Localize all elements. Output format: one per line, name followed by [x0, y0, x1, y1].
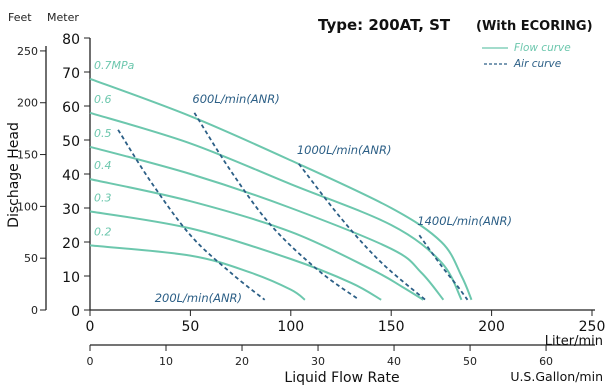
x-liter-tick-label: 250 — [579, 319, 606, 335]
x-gallon-tick-label: 60 — [539, 355, 553, 368]
x-liter-tick-label: 0 — [86, 319, 95, 335]
x-unit-liter: Liter/min — [545, 334, 603, 349]
y-feet-tick-label: 50 — [24, 252, 38, 265]
flow-curve-line — [89, 145, 445, 301]
y-feet-tick-label: 250 — [17, 45, 38, 58]
flow-curve-label: 0.7MPa — [94, 59, 135, 72]
y-axis-label: Dischage Head — [6, 122, 22, 228]
legend-air-label: Air curve — [513, 58, 561, 70]
air-curve-label: 200L/min(ANR) — [155, 291, 242, 305]
flow-curve-label: 0.5 — [94, 127, 112, 140]
x-gallon-tick-label: 30 — [311, 355, 325, 368]
flow-curve-line — [89, 77, 473, 301]
y-feet-tick-label: 200 — [17, 97, 38, 110]
y-meter-tick-label: 0 — [71, 304, 80, 320]
x-gallon-tick-label: 10 — [159, 355, 173, 368]
x-liter-tick-label: 100 — [277, 319, 304, 335]
x-gallon-tick-label: 50 — [463, 355, 477, 368]
y-feet-tick-label: 0 — [31, 304, 38, 317]
flow-curve-line — [89, 178, 424, 301]
air-curve-label: 1000L/min(ANR) — [297, 143, 392, 157]
air-curve-line — [193, 112, 360, 301]
air-curve-line — [418, 234, 469, 301]
flow-curve-line — [89, 111, 463, 301]
flow-curve-label: 0.6 — [94, 93, 112, 106]
x-gallon-tick-label: 0 — [87, 355, 94, 368]
y-meter-tick-label: 70 — [62, 66, 80, 82]
x-unit-gallon: U.S.Gallon/min — [510, 369, 603, 384]
y-meter-tick-label: 80 — [62, 32, 80, 48]
flow-curve-line — [89, 244, 306, 301]
flow-curve-label: 0.2 — [94, 225, 112, 238]
flow-curve-label: 0.3 — [94, 191, 112, 204]
y-feet-tick-label: 150 — [17, 149, 38, 162]
y-unit-feet: Feet — [8, 11, 32, 24]
flow-curve-line — [89, 210, 382, 301]
x-liter-tick-label: 150 — [378, 319, 405, 335]
y-meter-tick-label: 40 — [62, 168, 80, 184]
chart-title-note: (With ECORING) — [476, 19, 593, 34]
x-gallon-tick-label: 40 — [387, 355, 401, 368]
air-curve-line — [117, 129, 266, 301]
y-feet-tick-label: 100 — [17, 200, 38, 213]
curve-labels: 0.7MPa 0.6 0.5 0.4 0.3 0.2 200L/min(ANR) 600L/m… — [94, 59, 512, 305]
chart-title: Type: 200AT, ST — [318, 16, 451, 34]
x-liter-tick-label: 200 — [478, 319, 505, 335]
x-gallon-tick-label: 20 — [235, 355, 249, 368]
air-curves — [117, 112, 469, 301]
air-curve-label: 600L/min(ANR) — [192, 92, 279, 106]
y-meter-tick-label: 20 — [62, 236, 80, 252]
flow-curves — [89, 77, 473, 301]
x-axis-label: Liquid Flow Rate — [284, 370, 399, 385]
air-curve-line — [298, 163, 426, 301]
y-meter-tick-label: 10 — [62, 270, 80, 286]
legend: Flow curve Air curve — [482, 42, 571, 70]
y-unit-meter: Meter — [47, 11, 79, 24]
flow-curve-label: 0.4 — [94, 159, 112, 172]
y-meter-tick-label: 50 — [62, 134, 80, 150]
air-curve-label: 1400L/min(ANR) — [417, 214, 512, 228]
legend-flow-label: Flow curve — [514, 42, 571, 54]
y-meter-tick-label: 60 — [62, 100, 80, 116]
x-liter-tick-label: 50 — [181, 319, 199, 335]
y-meter-tick-label: 30 — [62, 202, 80, 218]
